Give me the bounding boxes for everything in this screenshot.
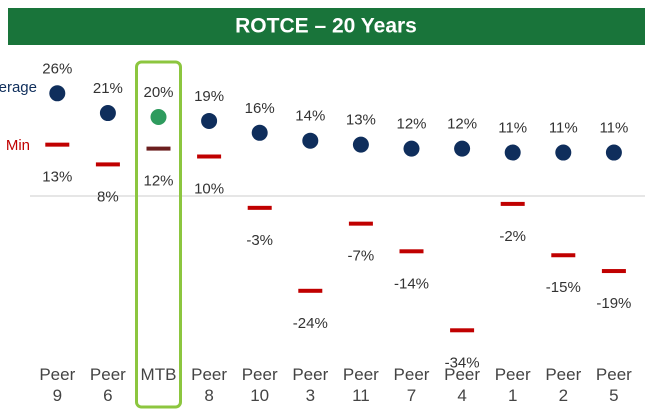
data-label: -3% xyxy=(246,232,273,249)
average-dot xyxy=(555,144,572,161)
data-label: -2% xyxy=(499,228,526,245)
average-dot xyxy=(454,140,471,157)
x-tick-label: Peer 7 xyxy=(393,365,430,405)
average-dot xyxy=(49,85,66,102)
data-label: 12% xyxy=(447,116,477,133)
average-dot xyxy=(504,144,521,161)
data-label: -24% xyxy=(293,315,328,332)
min-dash xyxy=(551,253,576,258)
x-tick-label: Peer 4 xyxy=(444,365,481,405)
min-dash xyxy=(348,221,373,226)
x-tick-label: Peer 3 xyxy=(292,365,329,405)
data-label: 8% xyxy=(97,188,119,205)
data-label: 26% xyxy=(42,60,72,77)
chart-title: ROTCE – 20 Years xyxy=(235,15,417,38)
data-label: 11% xyxy=(599,120,628,137)
average-dot xyxy=(150,109,167,125)
data-label: 10% xyxy=(194,180,224,197)
min-dash xyxy=(247,205,272,210)
average-dot xyxy=(251,124,268,141)
average-dot xyxy=(302,132,319,149)
average-dot xyxy=(403,140,420,157)
min-dash xyxy=(500,201,525,206)
data-label: 21% xyxy=(93,80,123,97)
average-dot xyxy=(201,112,218,129)
x-tick-label: Peer 9 xyxy=(39,365,76,405)
min-dash xyxy=(95,162,120,167)
data-label: 12% xyxy=(396,116,426,133)
min-dash xyxy=(298,288,323,293)
data-label: 12% xyxy=(143,173,173,190)
data-label: 20% xyxy=(143,84,173,101)
data-label: 13% xyxy=(346,112,376,129)
average-dot xyxy=(605,144,622,161)
data-label: -15% xyxy=(546,279,581,296)
min-dash xyxy=(146,146,171,151)
x-tick-label: Peer 6 xyxy=(89,365,126,405)
x-tick-label: Peer 2 xyxy=(545,365,582,405)
x-tick-label: Peer 1 xyxy=(494,365,531,405)
data-label: -19% xyxy=(596,295,631,312)
data-label: 16% xyxy=(245,100,275,117)
legend-label: Average xyxy=(0,79,37,96)
min-dash xyxy=(197,154,222,159)
data-label: 19% xyxy=(194,88,224,105)
x-tick-label: Peer 10 xyxy=(241,365,278,405)
data-label: 13% xyxy=(42,169,72,186)
data-label: 11% xyxy=(498,120,527,137)
data-label: -34% xyxy=(445,354,480,371)
highlight-box xyxy=(135,60,182,409)
average-dot xyxy=(352,136,369,153)
legend-label: Min xyxy=(6,137,30,154)
title-bar xyxy=(8,8,645,45)
min-dash xyxy=(45,142,70,147)
data-label: 11% xyxy=(549,120,578,137)
x-tick-label: Peer 8 xyxy=(191,365,228,405)
min-dash xyxy=(399,249,424,254)
data-label: 14% xyxy=(295,108,325,125)
min-dash xyxy=(450,328,475,333)
data-label: -14% xyxy=(394,275,429,292)
x-tick-label: Peer 11 xyxy=(342,365,379,405)
x-tick-label: MTB xyxy=(140,365,177,384)
min-dash xyxy=(601,269,626,274)
average-dot xyxy=(99,105,116,122)
data-label: -7% xyxy=(348,248,375,265)
x-tick-label: Peer 5 xyxy=(595,365,632,405)
